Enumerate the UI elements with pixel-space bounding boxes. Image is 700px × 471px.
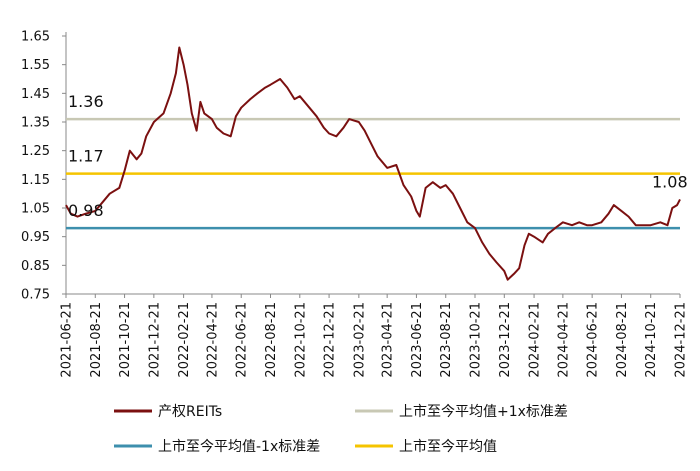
y-tick-label: 0.85	[21, 259, 50, 274]
y-tick-label: 1.65	[21, 30, 50, 45]
y-tick-label: 1.25	[21, 144, 50, 159]
reference-lines	[66, 117, 680, 230]
x-tick-label: 2022-04-21	[205, 302, 220, 378]
y-tick-label: 1.15	[21, 173, 50, 188]
x-tick-label: 2021-12-21	[147, 302, 162, 378]
value-annotation: 1.36	[68, 92, 104, 111]
value-annotation: 1.17	[68, 147, 104, 166]
x-tick-label: 2021-08-21	[89, 302, 104, 378]
x-tick-label: 2023-10-21	[469, 302, 484, 378]
x-tick-label: 2022-10-21	[293, 302, 308, 378]
x-tick-label: 2023-08-21	[439, 302, 454, 378]
x-tick-label: 2022-06-21	[235, 302, 250, 378]
value-annotation: 1.08	[652, 172, 688, 191]
series-lines	[65, 46, 681, 281]
x-tick-label: 2024-10-21	[644, 302, 659, 378]
legend-label: 上市至今平均值+1x标准差	[399, 403, 568, 420]
y-tick-label: 1.35	[21, 116, 50, 131]
value-annotation: 0.98	[68, 201, 104, 220]
legend-label: 上市至今平均值-1x标准差	[158, 438, 320, 455]
y-tick-label: 1.45	[21, 87, 50, 102]
y-tick-label: 0.95	[21, 230, 50, 245]
x-tick-label: 2024-12-21	[674, 302, 689, 378]
x-tick-label: 2021-06-21	[60, 302, 75, 378]
series-line	[65, 46, 681, 281]
y-axis: 0.75 0.85 0.95 1.05 1.15 1.25 1.35 1.45 1.55 1.65	[21, 30, 67, 303]
x-tick-label: 2023-12-21	[498, 302, 513, 378]
x-tick-label: 2024-04-21	[556, 302, 571, 378]
x-tick-label: 2022-08-21	[264, 302, 279, 378]
x-tick-label: 2021-10-21	[118, 302, 133, 378]
x-axis: 2021-06-21 2021-08-21 2021-10-21 2021-12-21…	[60, 293, 689, 378]
y-tick-label: 1.05	[21, 202, 50, 217]
x-tick-label: 2023-06-21	[410, 302, 425, 378]
y-tick-label: 0.75	[21, 288, 50, 303]
annotations: 1.36 1.17 0.98 1.08	[68, 92, 688, 220]
y-tick-label: 1.55	[21, 58, 50, 73]
x-tick-label: 2024-06-21	[586, 302, 601, 378]
x-tick-label: 2023-02-21	[352, 302, 367, 378]
x-tick-label: 2024-08-21	[615, 302, 630, 378]
legend-label: 产权REITs	[158, 404, 222, 420]
legend-label: 上市至今平均值	[399, 438, 497, 455]
x-tick-label: 2024-02-21	[528, 302, 543, 378]
x-tick-label: 2022-02-21	[177, 302, 192, 378]
x-tick-label: 2023-04-21	[381, 302, 396, 378]
x-tick-label: 2022-12-21	[323, 302, 338, 378]
